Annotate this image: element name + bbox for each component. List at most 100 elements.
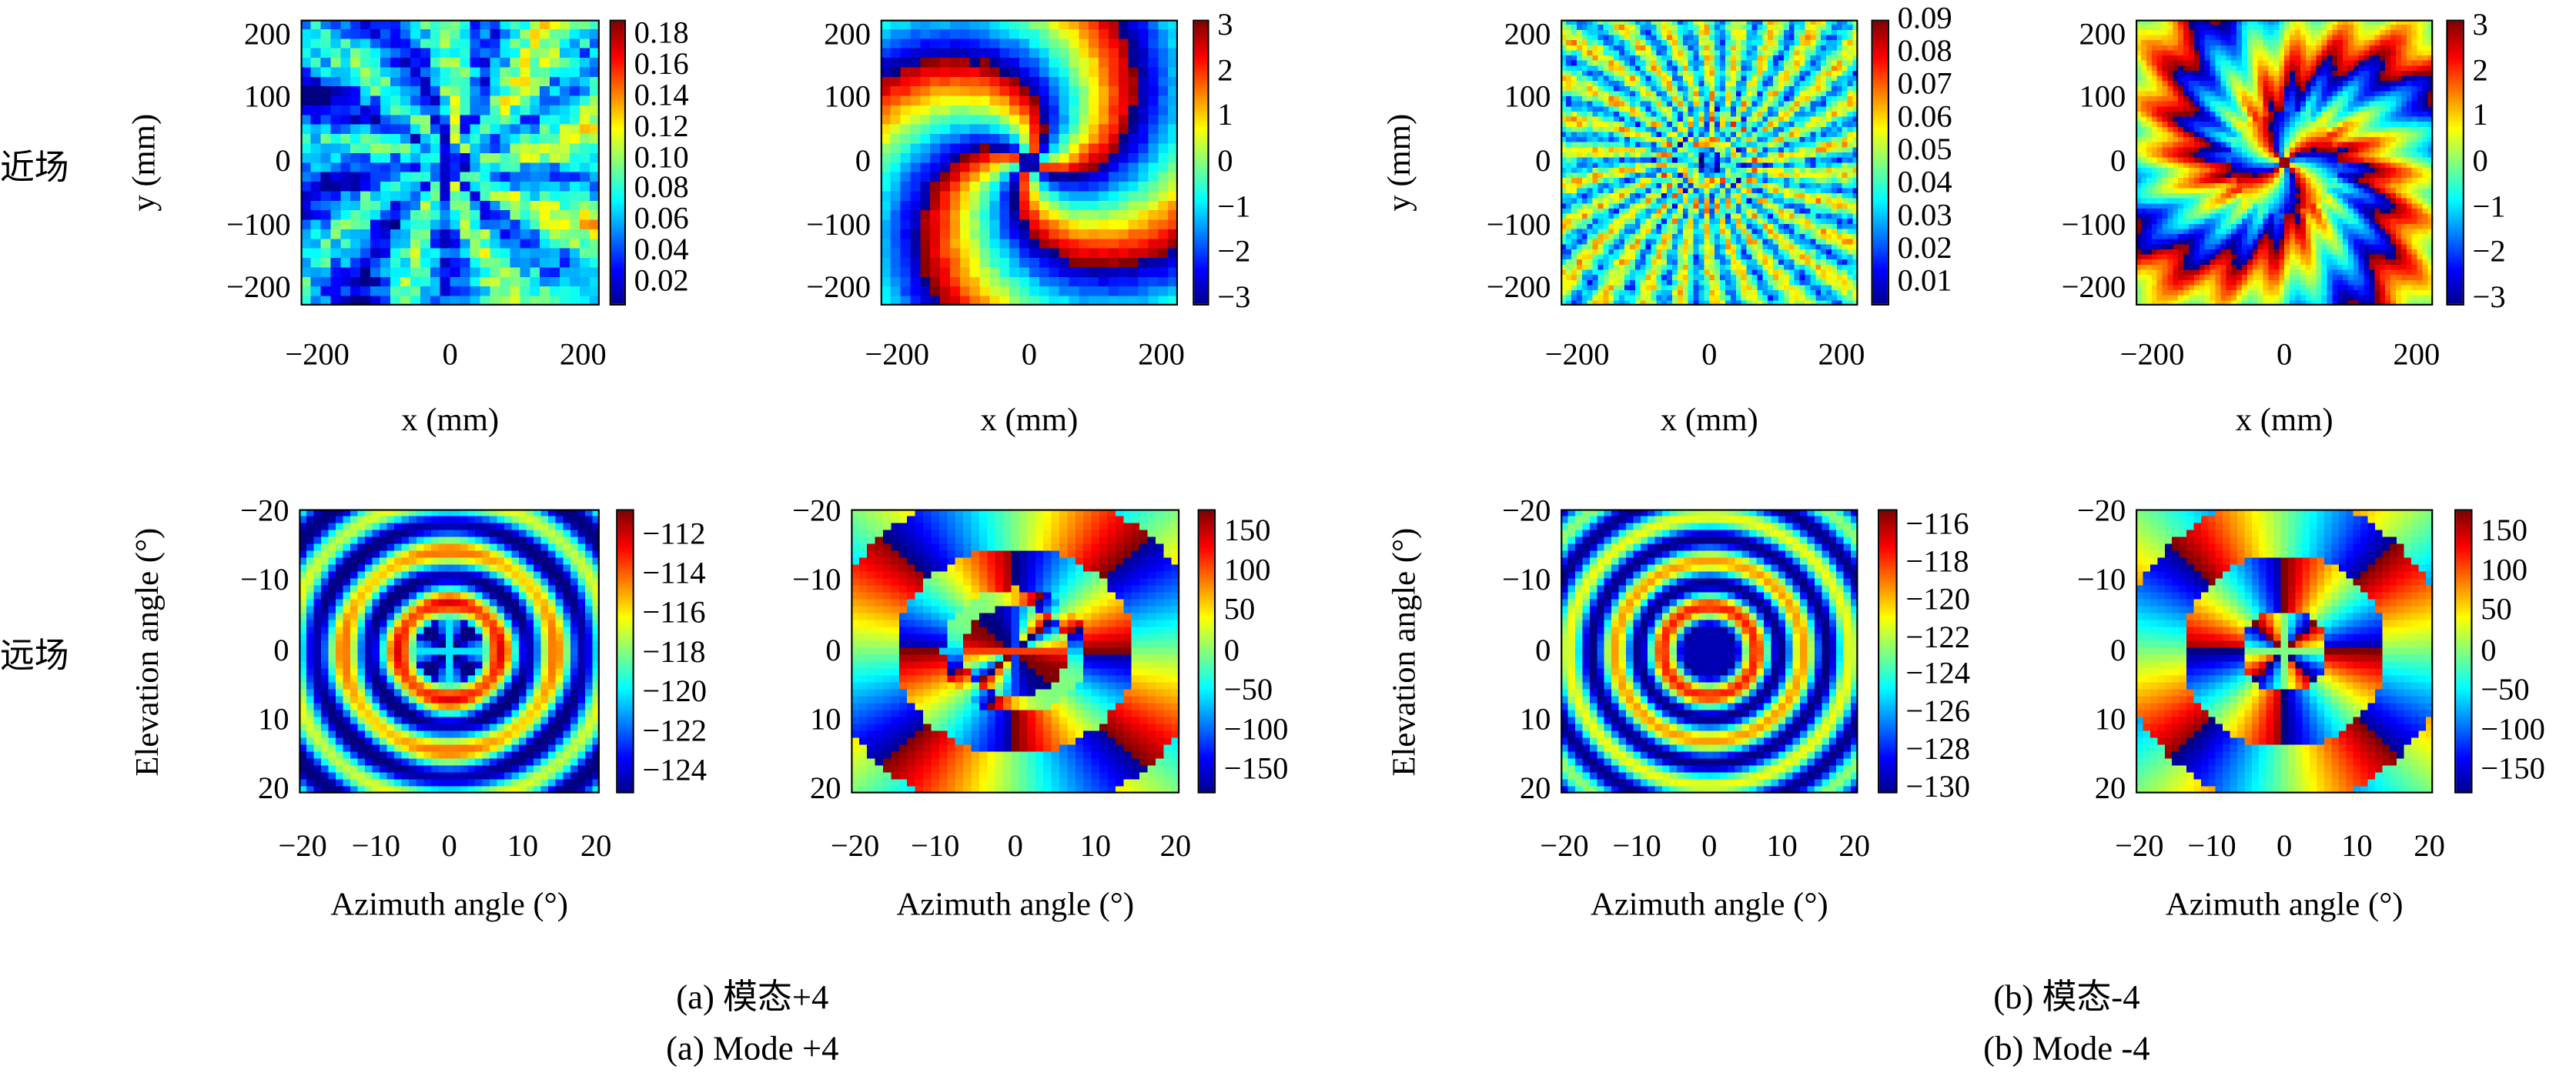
colorbar-tick-label: −2: [2472, 236, 2506, 270]
colorbar: [616, 509, 634, 794]
colorbar-tick-label: 0.06: [634, 202, 689, 237]
y-axis-label: y (mm): [1381, 113, 1418, 212]
colorbar-tick-label: 0.05: [1897, 132, 1952, 168]
colorbar-tick-label: 0.14: [634, 79, 689, 114]
colorbar-tick-label: 0.03: [1897, 199, 1952, 234]
colorbar-tick-label: 0.16: [634, 48, 689, 83]
y-tick-label: −200: [806, 271, 871, 306]
colorbar-tick-label: −3: [2472, 281, 2506, 316]
y-tick-label: 10: [2094, 702, 2126, 737]
plot-frame: [851, 509, 1180, 794]
colorbar-tick-label: 100: [2481, 554, 2528, 589]
colorbar: [609, 19, 627, 306]
x-tick-label: −200: [285, 338, 350, 373]
colorbar-tick-label: 0.04: [634, 233, 689, 268]
y-tick-label: −100: [226, 208, 291, 243]
y-axis-label: y (mm): [126, 113, 163, 212]
colorbar-tick-label: −114: [642, 556, 706, 591]
x-axis-label: Azimuth angle (°): [896, 887, 1135, 924]
y-tick-label: 20: [2094, 771, 2126, 807]
y-tick-label: −200: [2061, 271, 2126, 306]
plot-frame: [1561, 19, 1858, 306]
x-tick-label: −20: [1540, 829, 1589, 864]
colorbar-tick-label: 0: [2472, 144, 2488, 179]
y-tick-label: 100: [824, 81, 871, 116]
x-tick-label: 20: [1159, 829, 1192, 864]
x-tick-label: 200: [2393, 338, 2441, 373]
x-tick-label: 0: [441, 829, 457, 864]
row-label-near-field: 近场: [0, 148, 69, 188]
y-tick-label: −10: [2076, 563, 2126, 599]
y-tick-label: 0: [825, 633, 841, 668]
x-tick-label: −200: [865, 338, 930, 373]
colorbar-tick-label: −124: [642, 753, 708, 788]
colorbar-tick-label: −150: [2481, 751, 2545, 787]
y-tick-label: −200: [1486, 271, 1551, 306]
y-tick-label: −20: [1501, 494, 1551, 530]
x-tick-label: 20: [1838, 829, 1870, 864]
colorbar-tick-label: 0.09: [1897, 2, 1952, 36]
colorbar: [2454, 509, 2473, 794]
y-tick-label: −100: [806, 208, 871, 243]
heatmap-image-5: [299, 509, 600, 794]
y-tick-label: −100: [2061, 208, 2126, 243]
y-tick-label: 0: [2109, 144, 2126, 179]
x-tick-label: 0: [1701, 338, 1718, 373]
y-tick-label: 0: [1535, 144, 1551, 179]
heatmap-image-6: [851, 509, 1180, 794]
y-tick-label: 20: [258, 771, 289, 807]
y-tick-label: 10: [810, 702, 841, 737]
y-tick-label: −200: [226, 271, 291, 306]
colorbar: [1193, 19, 1209, 306]
colorbar: [2446, 19, 2464, 306]
x-tick-label: 10: [1766, 829, 1798, 864]
x-tick-label: −10: [1612, 829, 1661, 864]
x-tick-label: 0: [2277, 338, 2293, 373]
colorbar-tick-label: 0.12: [634, 109, 689, 145]
x-tick-label: −10: [2187, 829, 2236, 864]
colorbar-tick-label: 0: [1223, 633, 1240, 668]
colorbar-tick-label: 50: [1223, 593, 1256, 629]
colorbar-tick-label: 1: [1217, 99, 1233, 134]
x-axis-label: x (mm): [980, 402, 1079, 439]
y-tick-label: 10: [1519, 702, 1551, 737]
y-axis-label: Elevation angle (°): [1387, 526, 1423, 776]
x-tick-label: −20: [278, 829, 327, 864]
x-tick-label: 200: [1818, 338, 1865, 373]
y-tick-label: 0: [273, 633, 289, 668]
y-tick-label: 100: [2079, 81, 2126, 116]
colorbar-tick-label: 100: [1223, 554, 1271, 589]
colorbar-tick-label: −116: [1905, 507, 1969, 543]
colorbar-tick-label: −1: [2472, 189, 2506, 225]
colorbar-tick-label: 2: [1217, 53, 1233, 89]
colorbar-tick-label: 0.10: [634, 140, 689, 175]
x-tick-label: 0: [1701, 829, 1718, 864]
colorbar-tick-label: −100: [2481, 712, 2545, 747]
y-tick-label: 0: [275, 144, 291, 179]
colorbar-tick-label: −50: [2481, 672, 2530, 707]
caption-a-english: (a) Mode +4: [666, 1028, 839, 1068]
colorbar-tick-label: −124: [1905, 657, 1971, 692]
colorbar-tick-label: 0.07: [1897, 67, 1952, 102]
y-tick-label: 200: [1504, 17, 1551, 52]
colorbar-tick-label: −50: [1223, 672, 1273, 707]
colorbar-tick-label: 150: [2481, 514, 2528, 550]
colorbar-tick-label: 0.08: [634, 171, 689, 206]
x-tick-label: 0: [1007, 829, 1023, 864]
colorbar-tick-label: −128: [1905, 732, 1971, 767]
x-tick-label: 0: [2277, 829, 2293, 864]
colorbar-tick-label: 1: [2472, 99, 2488, 134]
x-tick-label: 0: [442, 338, 458, 373]
x-tick-label: 10: [507, 829, 539, 864]
y-tick-label: −10: [1501, 563, 1551, 599]
colorbar-tick-label: 0: [1217, 144, 1233, 179]
colorbar-tick-label: −116: [642, 595, 706, 630]
colorbar-tick-label: 3: [1217, 8, 1233, 43]
colorbar: [1197, 509, 1216, 794]
x-tick-label: 0: [1021, 338, 1038, 373]
colorbar-tick-label: 150: [1223, 514, 1271, 550]
y-tick-label: −10: [792, 563, 841, 599]
plot-frame: [2136, 509, 2434, 794]
colorbar-tick-label: −150: [1223, 751, 1289, 787]
